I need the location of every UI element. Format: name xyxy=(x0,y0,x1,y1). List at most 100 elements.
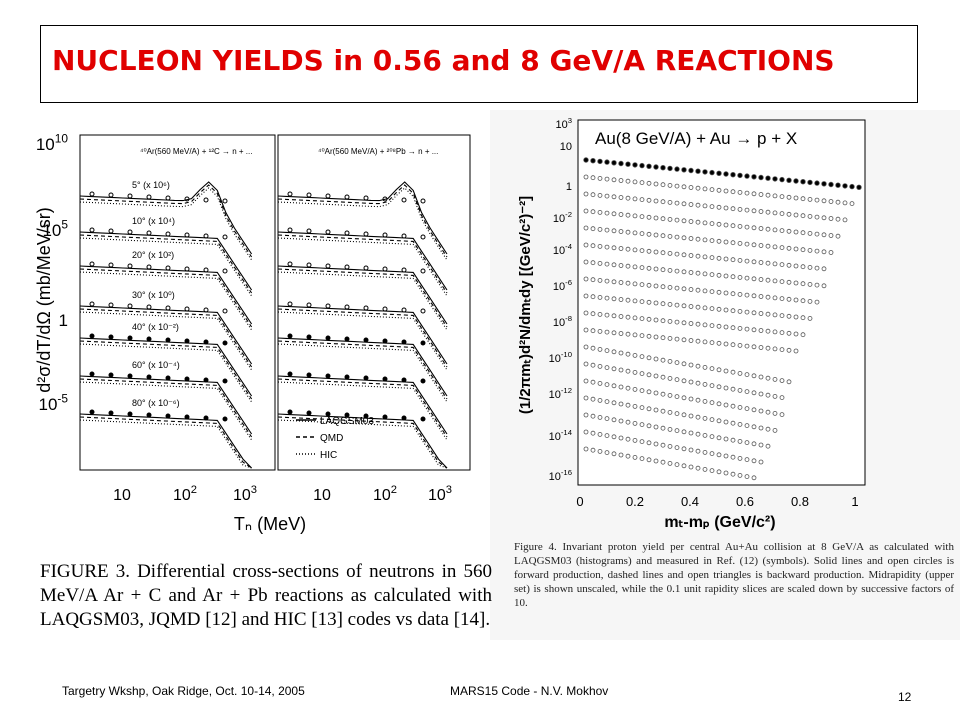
data-point xyxy=(89,333,95,339)
data-point xyxy=(688,338,694,343)
data-point xyxy=(604,210,610,216)
data-point xyxy=(695,287,701,293)
data-point xyxy=(325,229,331,235)
spectrum-curve xyxy=(277,311,448,371)
data-point xyxy=(639,197,645,203)
data-point xyxy=(765,443,771,449)
data-point xyxy=(597,448,603,454)
data-point xyxy=(646,265,652,271)
x-tick-label: 0.8 xyxy=(791,494,809,509)
data-point xyxy=(737,342,743,348)
data-point xyxy=(344,304,350,310)
data-point xyxy=(306,228,312,234)
spectrum-curve xyxy=(79,343,253,403)
data-point xyxy=(632,264,638,270)
data-point xyxy=(590,430,596,436)
data-point xyxy=(772,278,778,284)
tick-base: 10 xyxy=(373,487,391,504)
data-point xyxy=(625,419,631,425)
data-point xyxy=(814,214,820,220)
data-point xyxy=(702,364,708,370)
data-point xyxy=(611,296,617,302)
data-point xyxy=(709,169,715,176)
tick-base: 10 xyxy=(549,471,561,483)
data-point xyxy=(604,159,610,165)
data-point xyxy=(688,362,694,368)
spectrum-curve xyxy=(277,381,448,441)
data-point xyxy=(625,246,631,252)
data-point xyxy=(632,298,638,304)
data-point xyxy=(660,391,666,397)
data-point xyxy=(744,457,750,463)
data-point xyxy=(611,349,617,355)
data-point xyxy=(604,193,610,199)
data-point xyxy=(618,384,624,390)
data-point xyxy=(772,376,778,382)
data-point xyxy=(695,304,701,310)
data-point xyxy=(709,451,715,457)
data-point xyxy=(646,316,652,322)
data-point xyxy=(779,378,785,384)
data-point xyxy=(222,198,228,204)
data-point xyxy=(89,227,95,233)
data-point xyxy=(583,327,589,333)
data-point xyxy=(779,262,785,268)
data-point xyxy=(639,422,645,428)
data-point xyxy=(611,400,617,406)
data-point xyxy=(382,306,388,312)
data-point xyxy=(765,277,771,283)
data-point xyxy=(583,208,589,214)
data-point xyxy=(583,446,589,452)
data-point xyxy=(590,243,596,249)
tick-exp: -6 xyxy=(565,278,572,287)
x-axis-label: mₜ-mₚ (GeV/c²) xyxy=(664,514,775,531)
data-point xyxy=(146,194,152,200)
data-point xyxy=(807,230,813,236)
data-point xyxy=(653,441,659,447)
data-point xyxy=(681,184,687,190)
data-point xyxy=(702,237,708,243)
data-point xyxy=(184,196,190,202)
data-point xyxy=(597,380,603,386)
tick-label: 105 xyxy=(42,217,68,240)
data-point xyxy=(639,265,645,271)
data-point xyxy=(618,401,624,407)
data-point xyxy=(597,294,603,300)
data-point xyxy=(660,284,666,290)
tick-base: 10 xyxy=(553,213,565,225)
data-point xyxy=(793,229,799,235)
spectrum-curve xyxy=(79,311,253,371)
data-point xyxy=(674,302,680,308)
data-point xyxy=(611,417,617,423)
data-point xyxy=(702,288,708,294)
data-point xyxy=(709,238,715,244)
data-point xyxy=(646,231,652,237)
spectrum-curve xyxy=(79,340,253,400)
data-point xyxy=(765,175,771,181)
data-point xyxy=(800,213,806,219)
spectrum-curve xyxy=(277,378,448,438)
data-point xyxy=(723,222,729,228)
data-point xyxy=(821,232,827,238)
data-point xyxy=(716,272,722,278)
data-point xyxy=(737,472,743,478)
data-point xyxy=(737,223,743,229)
data-point xyxy=(723,436,729,442)
data-point xyxy=(590,413,596,419)
data-point xyxy=(590,209,596,215)
data-point xyxy=(674,445,680,451)
data-point xyxy=(590,175,596,181)
data-point xyxy=(695,431,701,437)
tick-base: 10 xyxy=(553,245,565,257)
tick-base: 10 xyxy=(36,135,55,154)
data-point xyxy=(590,294,596,300)
legend-label: HIC xyxy=(320,450,337,461)
tick-label: 10-8 xyxy=(553,314,572,329)
data-point xyxy=(590,157,596,164)
data-point xyxy=(779,228,785,234)
data-point xyxy=(646,406,652,412)
data-point xyxy=(765,345,771,351)
angle-label: 20° (x 10²) xyxy=(132,250,174,260)
data-point xyxy=(709,434,715,440)
data-point xyxy=(716,401,722,407)
